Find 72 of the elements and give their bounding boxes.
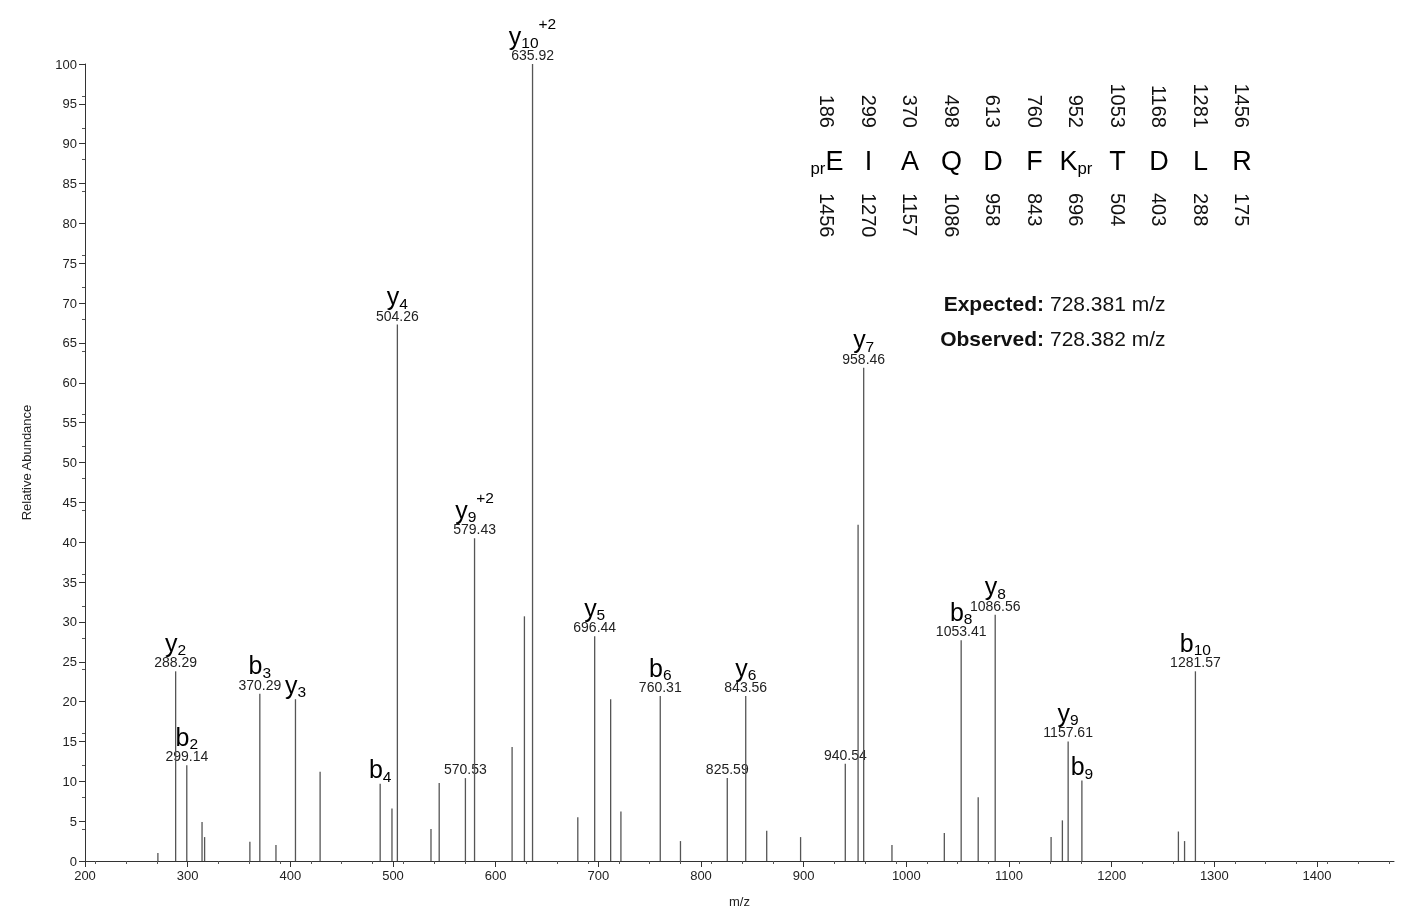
y-tick-label: 70 xyxy=(62,295,77,311)
annotation: A xyxy=(900,145,920,176)
y-tick-label: 85 xyxy=(62,176,77,192)
y-tick-label: 60 xyxy=(62,375,77,391)
annotation: 1270 xyxy=(857,193,880,238)
y-tick-label: 30 xyxy=(62,614,77,630)
x-tick-label: 600 xyxy=(484,868,507,883)
annotation: 760 xyxy=(1023,94,1046,128)
y-tick-label: 5 xyxy=(69,813,77,829)
annotation: 1168 xyxy=(1148,84,1170,128)
x-tick-label: 1100 xyxy=(995,868,1023,883)
y-tick-label: 45 xyxy=(62,494,77,510)
y-tick-label: 100 xyxy=(55,56,77,72)
annotation: 186 xyxy=(816,94,838,128)
y-tick-label: 10 xyxy=(62,773,77,789)
annotation: D xyxy=(983,145,1003,176)
annotation: F xyxy=(1026,145,1043,176)
annotation: 288 xyxy=(1189,193,1212,227)
y-tick-label: 80 xyxy=(62,215,77,231)
x-tick-label: 200 xyxy=(74,868,96,883)
x-tick-label: 400 xyxy=(279,868,302,883)
x-tick-label: 1200 xyxy=(1097,868,1127,883)
annotation: 1053 xyxy=(1106,83,1129,128)
y-tick-label: 50 xyxy=(62,455,77,470)
annotation: 760.31 xyxy=(638,679,682,696)
y-tick-label: 55 xyxy=(62,415,77,431)
annotation: 504 xyxy=(1106,193,1129,227)
x-tick-label: 300 xyxy=(176,868,199,883)
y-tick-label: 25 xyxy=(62,654,77,670)
annotation: 370 xyxy=(899,94,921,128)
annotation: Observed: 728.382 m/z xyxy=(940,326,1166,350)
annotation: 1053.41 xyxy=(935,623,987,640)
annotation: 958 xyxy=(982,193,1004,227)
x-tick-label: 1000 xyxy=(891,868,921,883)
annotation: 1086 xyxy=(940,193,963,238)
annotation: 613 xyxy=(982,94,1004,128)
annotation: 1456 xyxy=(1231,83,1253,128)
y-tick-label: 15 xyxy=(62,733,77,749)
x-tick-label: 700 xyxy=(587,868,610,883)
annotation: 843 xyxy=(1023,193,1046,227)
y-tick-label: 35 xyxy=(62,574,77,590)
y-tick-label: 65 xyxy=(62,335,77,351)
annotation: Expected: 728.381 m/z xyxy=(943,291,1166,315)
annotation: 1157 xyxy=(899,193,921,237)
annotation: 403 xyxy=(1148,193,1170,227)
annotation: T xyxy=(1109,145,1126,176)
annotation: L xyxy=(1192,145,1209,176)
x-tick-label: 900 xyxy=(792,868,815,883)
x-tick-label: 1300 xyxy=(1199,868,1229,883)
y-tick-label: 95 xyxy=(62,96,77,112)
y-tick-label: 0 xyxy=(69,853,77,869)
x-tick-label: 800 xyxy=(690,868,712,883)
annotation: 1281.57 xyxy=(1170,654,1221,671)
x-tick-label: 500 xyxy=(382,868,404,883)
annotation: 498 xyxy=(940,94,963,128)
annotation: 952 xyxy=(1065,94,1087,128)
annotation: I xyxy=(864,145,873,176)
y-tick-label: 90 xyxy=(62,136,77,152)
y-tick-label: 20 xyxy=(62,694,77,710)
annotation: 1456 xyxy=(816,193,838,238)
annotation: D xyxy=(1149,145,1169,176)
annotation: 175 xyxy=(1231,193,1253,227)
x-tick-label: 1400 xyxy=(1302,868,1332,883)
annotation: 299 xyxy=(857,94,880,128)
annotation: 696 xyxy=(1065,193,1087,227)
y-tick-label: 40 xyxy=(62,534,77,550)
annotation: R xyxy=(1232,145,1252,176)
y-axis-title: Relative Abundance xyxy=(19,404,34,521)
annotation: Q xyxy=(940,145,963,176)
x-axis-title: m/z xyxy=(729,894,750,909)
y-tick-label: 75 xyxy=(62,255,77,271)
annotation: 1281 xyxy=(1189,83,1212,128)
